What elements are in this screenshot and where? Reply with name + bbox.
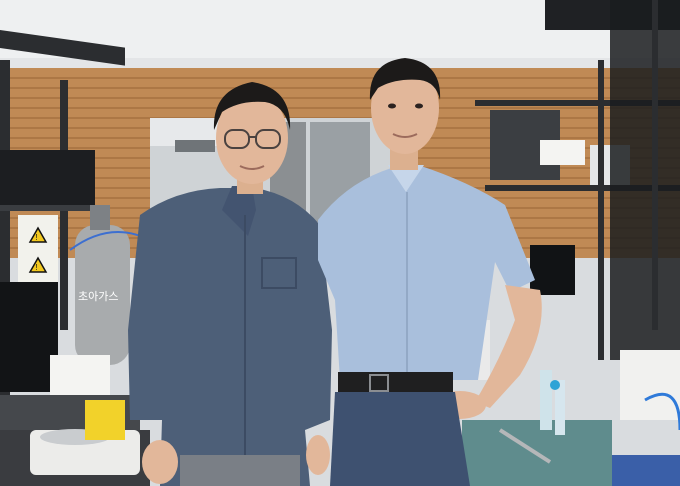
left-person-shirt bbox=[128, 188, 332, 486]
left-bench bbox=[0, 355, 150, 486]
left-person bbox=[128, 82, 332, 486]
right-person bbox=[318, 58, 542, 486]
gas-cylinder-label: 초아가스 bbox=[78, 290, 118, 303]
right-person-shirt bbox=[318, 165, 535, 380]
ceiling-edge bbox=[0, 58, 680, 70]
right-bench bbox=[462, 320, 612, 486]
warning-symbol-2: ! bbox=[36, 263, 38, 272]
warning-symbol-1: ! bbox=[36, 233, 38, 242]
left-person-hair bbox=[213, 82, 291, 130]
right-person-face bbox=[371, 62, 439, 154]
gas-cylinder: 초아가스 bbox=[69, 205, 151, 365]
right-person-jeans bbox=[330, 392, 470, 486]
right-shelving bbox=[475, 0, 680, 486]
right-person-hair bbox=[369, 58, 441, 100]
glasses-icon bbox=[224, 129, 281, 149]
